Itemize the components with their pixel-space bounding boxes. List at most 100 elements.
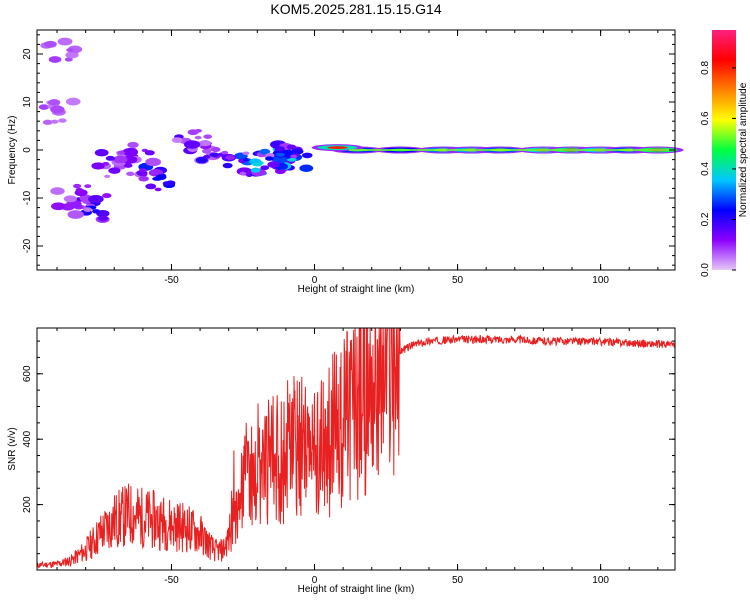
colorbar-tick-label: 0.8 — [700, 61, 711, 75]
page-title: KOM5.2025.281.15.15.G14 — [270, 1, 441, 17]
heatmap-cell — [51, 202, 66, 211]
heatmap-cell — [108, 167, 121, 174]
snr-y-ticks: 200 400 600 — [22, 340, 675, 571]
heatmap-x-tick-label: 100 — [592, 275, 609, 286]
heatmap-cell — [50, 187, 65, 195]
heatmap-cell — [138, 175, 149, 182]
heatmap-cell — [242, 151, 250, 156]
heatmap-cell — [171, 137, 183, 143]
heatmap-cell — [252, 162, 263, 167]
heatmap-x-tick-label: -50 — [164, 275, 179, 286]
heatmap-marks — [38, 37, 684, 223]
snr-x-ticks: -50 0 50 100 — [56, 328, 659, 586]
heatmap-cell — [225, 154, 235, 160]
snr-x-tick-label: 50 — [452, 575, 464, 586]
heatmap-y-ticks: -20 -10 0 10 20 — [22, 34, 675, 266]
heatmap-y-axis-label: Frequency (Hz) — [7, 116, 18, 185]
heatmap-cell — [259, 148, 271, 155]
heatmap-cell — [50, 119, 59, 124]
heatmap-cell — [144, 150, 155, 156]
heatmap-panel: -50 0 50 100 -20 -10 0 10 20 Height of straight… — [7, 29, 684, 295]
heatmap-x-tick-label: 50 — [452, 275, 464, 286]
heatmap-cell — [301, 152, 313, 159]
heatmap-cell — [272, 155, 288, 164]
heatmap-cell — [209, 152, 220, 157]
heatmap-cell — [105, 155, 116, 161]
heatmap-cell — [113, 155, 128, 164]
heatmap-cell — [221, 150, 229, 155]
colorbar-label: Normalized spectral amplitude — [738, 82, 749, 217]
heatmap-cell — [194, 128, 202, 133]
heatmap-cell — [222, 162, 233, 169]
heatmap-cell — [202, 148, 212, 154]
colorbar-tick-label: 0.0 — [700, 263, 711, 277]
heatmap-cell — [260, 165, 270, 171]
snr-y-tick-label: 200 — [22, 496, 33, 513]
heatmap-cell — [58, 118, 67, 123]
heatmap-cell — [139, 168, 147, 173]
heatmap-cell — [84, 184, 92, 188]
heatmap-cell — [126, 171, 135, 177]
heatmap-cell — [63, 195, 77, 203]
heatmap-cell — [286, 157, 297, 162]
snr-panel: -50 0 50 100 200 400 600 Height of straight l… — [7, 327, 676, 595]
heatmap-y-tick-label: -20 — [22, 238, 33, 253]
heatmap-cell — [102, 193, 112, 199]
heatmap-cell — [48, 56, 62, 63]
heatmap-cell — [65, 97, 81, 106]
snr-frame — [36, 327, 676, 571]
snr-y-tick-label: 400 — [22, 430, 33, 447]
heatmap-cell — [92, 209, 101, 214]
heatmap-cell — [274, 146, 285, 152]
heatmap-cell — [73, 183, 82, 189]
heatmap-cell — [64, 57, 73, 62]
heatmap-cell — [48, 99, 61, 106]
heatmap-cell — [145, 157, 162, 167]
heatmap-cell — [44, 40, 57, 48]
heatmap-cell — [152, 176, 163, 181]
heatmap-cell — [194, 135, 202, 140]
heatmap-cell — [290, 154, 298, 159]
heatmap-y-tick-label: -10 — [22, 190, 33, 205]
heatmap-cell — [117, 150, 125, 155]
heatmap-cell — [239, 171, 247, 176]
snr-x-tick-label: 0 — [312, 575, 318, 586]
heatmap-cell — [97, 215, 109, 222]
heatmap-cell — [203, 154, 211, 159]
heatmap-cell — [348, 149, 675, 151]
heatmap-cell — [162, 181, 171, 186]
heatmap-x-axis-label: Height of straight line (km) — [298, 284, 415, 295]
heatmap-cell — [286, 144, 297, 150]
heatmap-cell — [145, 183, 157, 190]
colorbar-gradient — [712, 30, 736, 270]
heatmap-x-ticks: -50 0 50 100 — [56, 30, 659, 286]
heatmap-cell — [122, 147, 139, 157]
snr-x-axis-label: Height of straight line (km) — [298, 584, 415, 595]
heatmap-cell — [154, 187, 162, 192]
snr-series-line — [37, 328, 675, 569]
heatmap-cell — [299, 164, 314, 172]
heatmap-x-tick-label: 0 — [312, 275, 318, 286]
heatmap-cell — [50, 105, 65, 114]
snr-y-axis-label: SNR (v/v) — [7, 427, 18, 470]
heatmap-cell — [127, 141, 139, 149]
heatmap-y-tick-label: 0 — [22, 147, 33, 153]
heatmap-cell — [91, 162, 105, 170]
heatmap-cell — [123, 163, 133, 168]
snr-y-tick-label: 600 — [22, 365, 33, 382]
heatmap-cell — [57, 37, 73, 46]
heatmap-y-tick-label: 20 — [22, 48, 33, 60]
heatmap-cell — [291, 148, 304, 155]
heatmap-cell — [327, 146, 348, 150]
heatmap-cell — [42, 119, 53, 125]
heatmap-cell — [183, 140, 201, 149]
colorbar-tick-label: 0.2 — [700, 212, 711, 226]
heatmap-cell — [210, 146, 221, 153]
heatmap-cell — [38, 104, 50, 110]
heatmap-cell — [83, 207, 93, 212]
heatmap-cell — [67, 210, 84, 219]
heatmap-y-tick-label: 10 — [22, 96, 33, 108]
colorbar-ticks: 0.0 0.2 0.4 0.6 0.8 — [700, 61, 736, 277]
heatmap-cell — [243, 158, 250, 162]
